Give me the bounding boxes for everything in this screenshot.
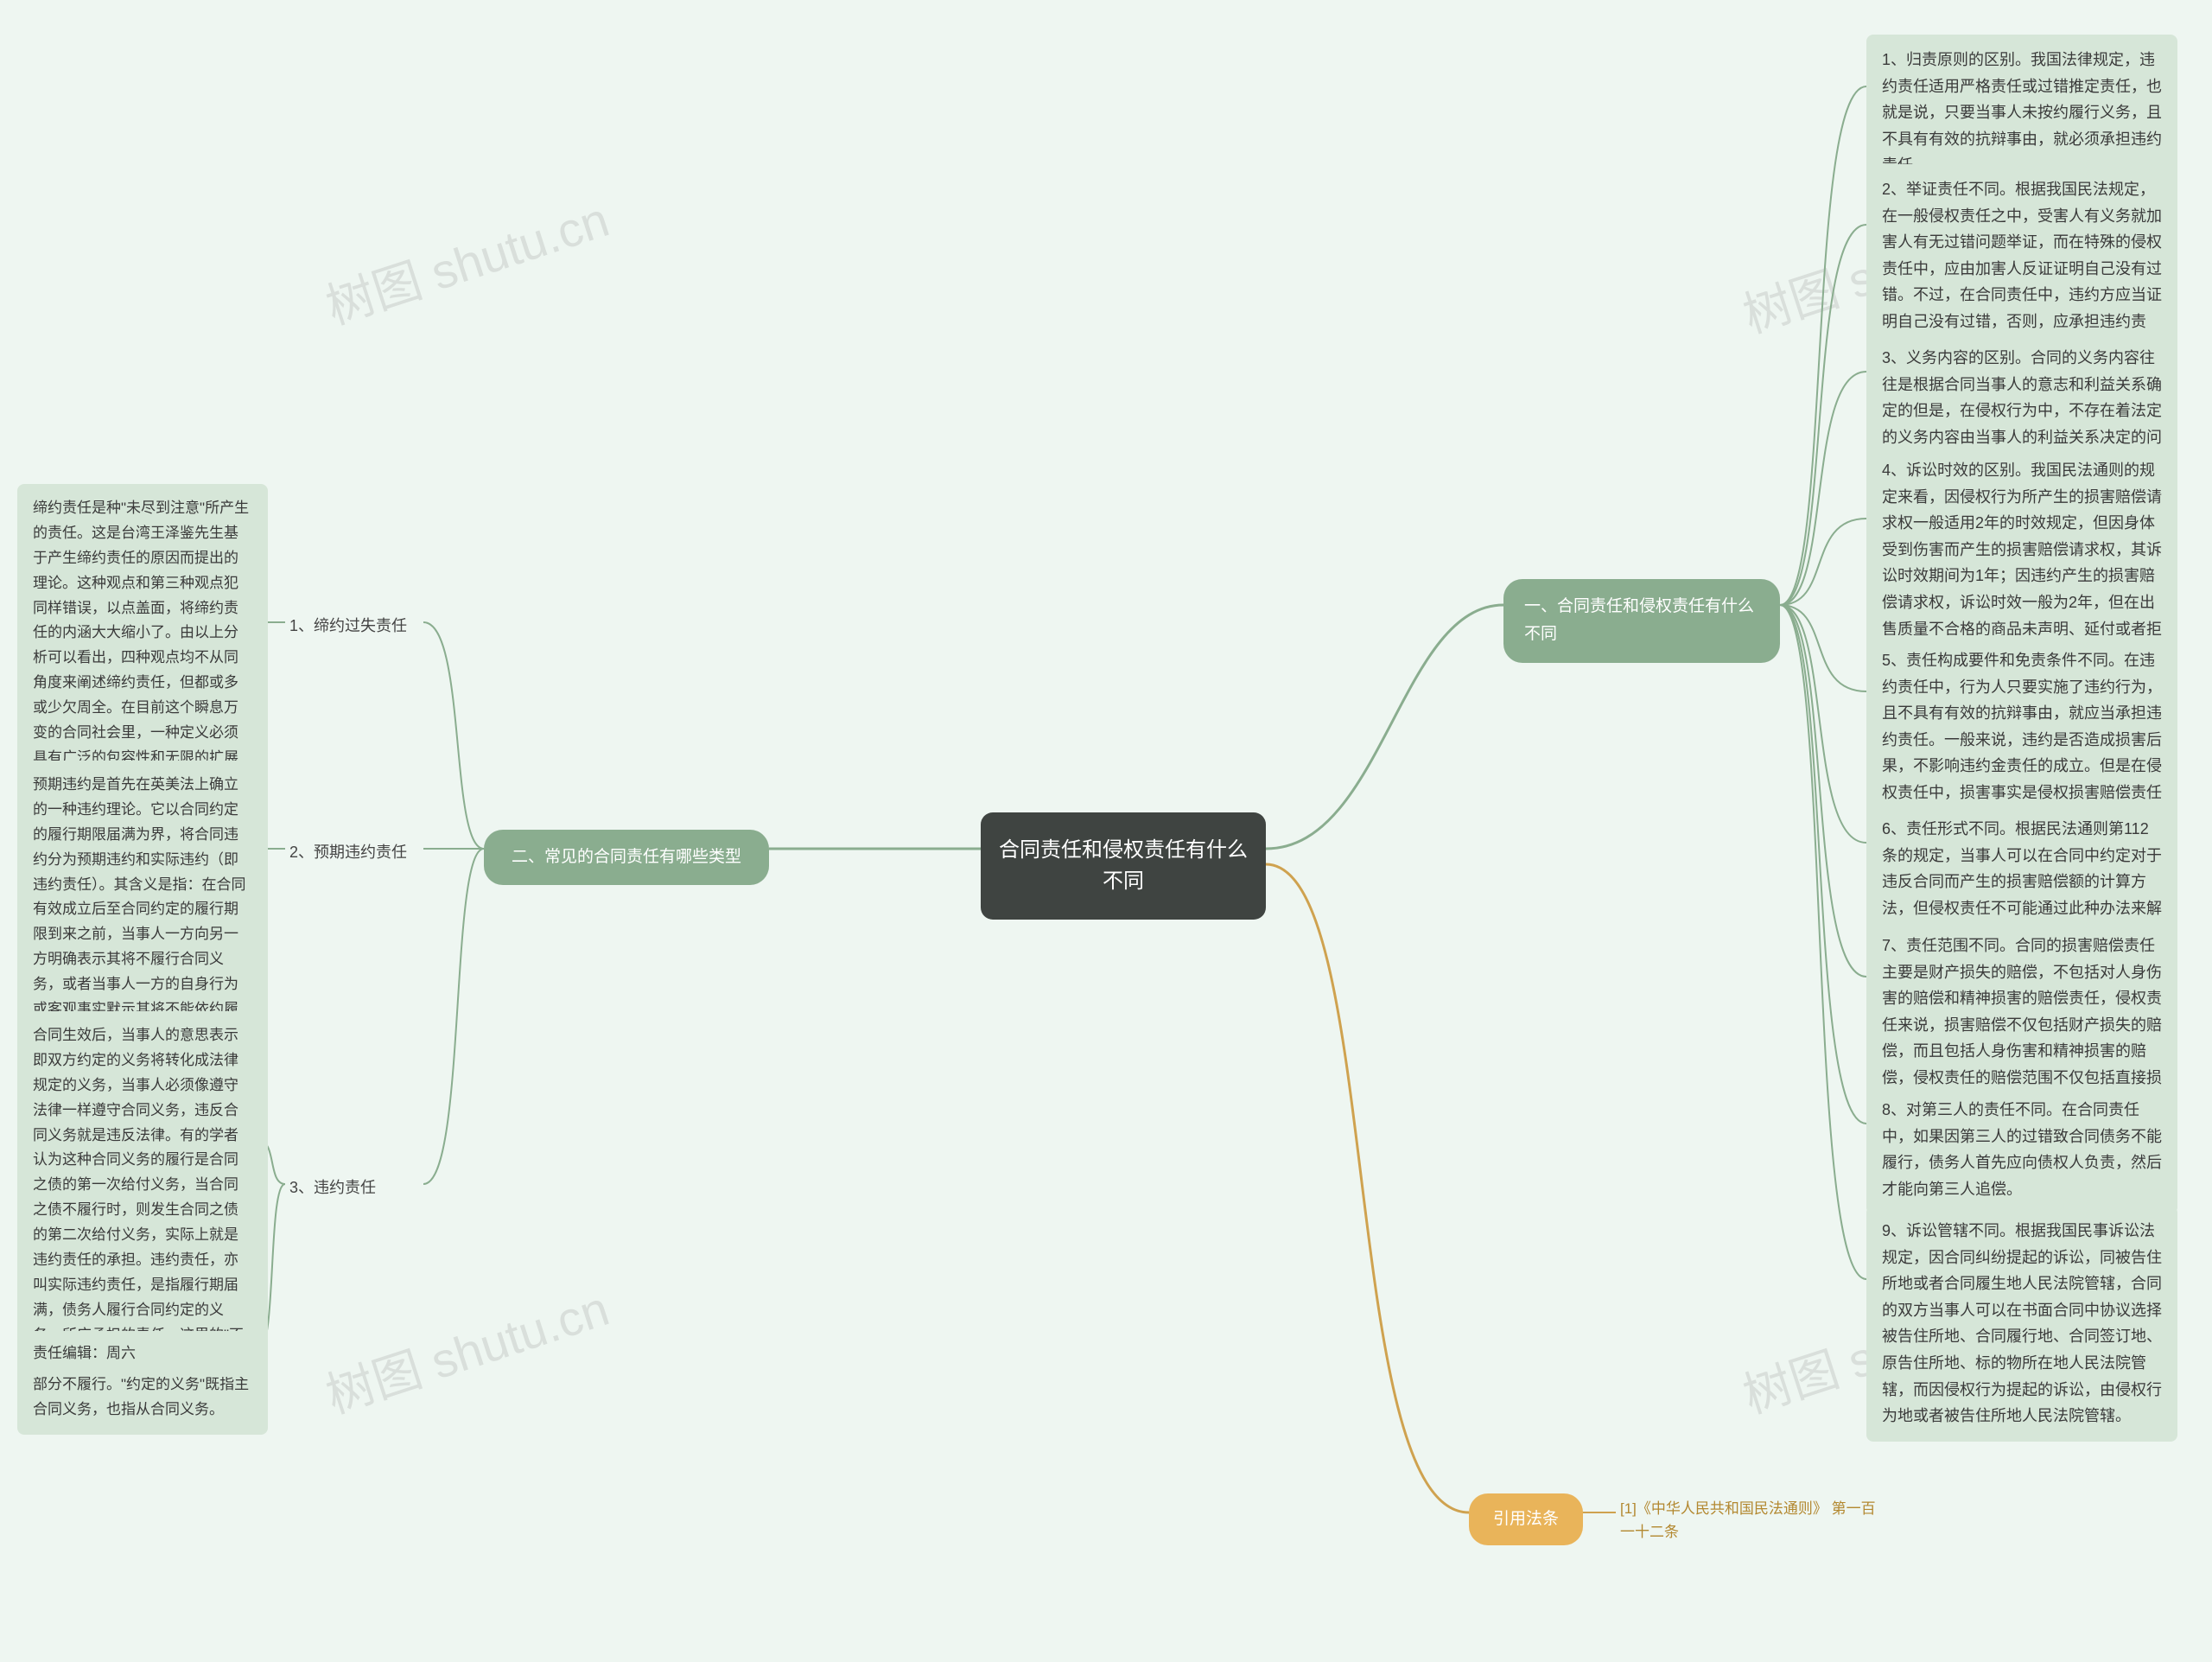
leaf-1-9: 9、诉讼管辖不同。根据我国民事诉讼法规定，因合同纠纷提起的诉讼，同被告住所地或者… bbox=[1866, 1206, 2177, 1442]
branch-2[interactable]: 二、常见的合同责任有哪些类型 bbox=[484, 830, 769, 885]
branch-3[interactable]: 引用法条 bbox=[1469, 1493, 1583, 1545]
ref-text: [1]《中华人民共和国民法通则》 第一百一十二条 bbox=[1620, 1497, 1879, 1544]
label-2-3: 3、违约责任 bbox=[289, 1175, 376, 1198]
leaf-2-3b: 责任编辑：周六 bbox=[17, 1331, 268, 1377]
label-2-1: 1、缔约过失责任 bbox=[289, 614, 407, 636]
watermark: 树图 shutu.cn bbox=[316, 1270, 617, 1428]
branch-1[interactable]: 一、合同责任和侵权责任有什么不同 bbox=[1503, 579, 1780, 663]
watermark: 树图 shutu.cn bbox=[316, 181, 617, 339]
leaf-1-8: 8、对第三人的责任不同。在合同责任中，如果因第三人的过错致合同债务不能履行，债务… bbox=[1866, 1085, 2177, 1214]
label-2-2: 2、预期违约责任 bbox=[289, 840, 407, 863]
center-node[interactable]: 合同责任和侵权责任有什么不同 bbox=[981, 812, 1266, 920]
